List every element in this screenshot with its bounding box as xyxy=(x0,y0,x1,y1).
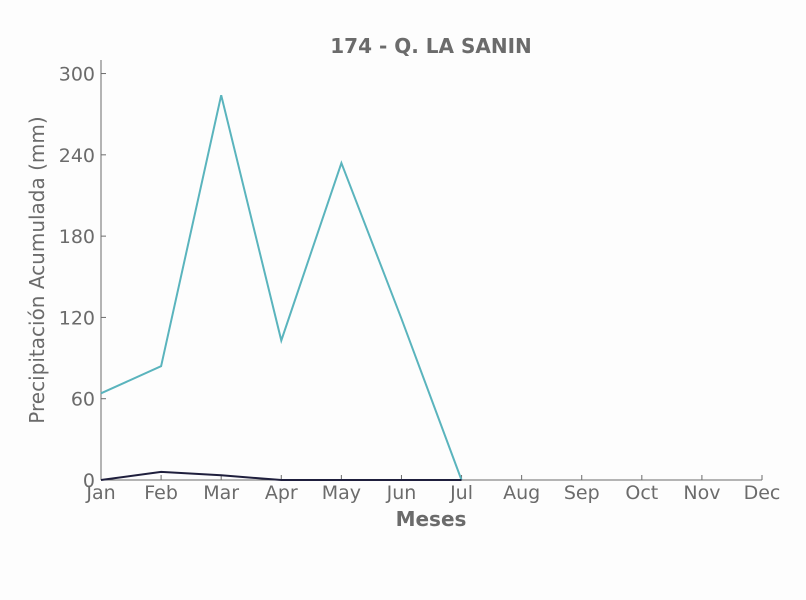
x-tick-label: May xyxy=(322,482,361,504)
x-tick-label: Nov xyxy=(683,482,720,504)
chart-title: 174 - Q. LA SANIN xyxy=(330,34,532,58)
x-tick-label: Apr xyxy=(265,482,298,504)
x-axis: Jan Feb Mar Apr May Jun Jul Aug Sep Oct Nov Dec xyxy=(85,475,780,504)
y-tick-label: 300 xyxy=(59,64,95,86)
y-tick-label: 180 xyxy=(59,226,95,248)
x-tick-label: Oct xyxy=(625,482,658,504)
x-tick-label: Jan xyxy=(85,482,115,504)
y-axis: 0 60 120 180 240 300 xyxy=(59,60,106,492)
y-tick-label: 240 xyxy=(59,145,95,167)
series-lines xyxy=(100,94,463,481)
y-tick-label: 0 xyxy=(83,470,95,492)
x-axis-title: Meses xyxy=(396,507,467,531)
x-tick-label: Sep xyxy=(564,482,600,504)
x-tick-label: Dec xyxy=(744,482,781,504)
x-tick-label: Mar xyxy=(203,482,239,504)
x-tick-label: Aug xyxy=(503,482,540,504)
y-axis-title: Precipitación Acumulada (mm) xyxy=(25,116,49,423)
series-line-2 xyxy=(100,470,462,481)
series-line-1 xyxy=(100,94,463,481)
y-tick-label: 60 xyxy=(71,389,95,411)
x-tick-label: Jun xyxy=(386,482,417,504)
y-tick-label: 120 xyxy=(59,307,95,329)
x-tick-label: Feb xyxy=(144,482,178,504)
x-tick-label: Jul xyxy=(449,482,473,504)
